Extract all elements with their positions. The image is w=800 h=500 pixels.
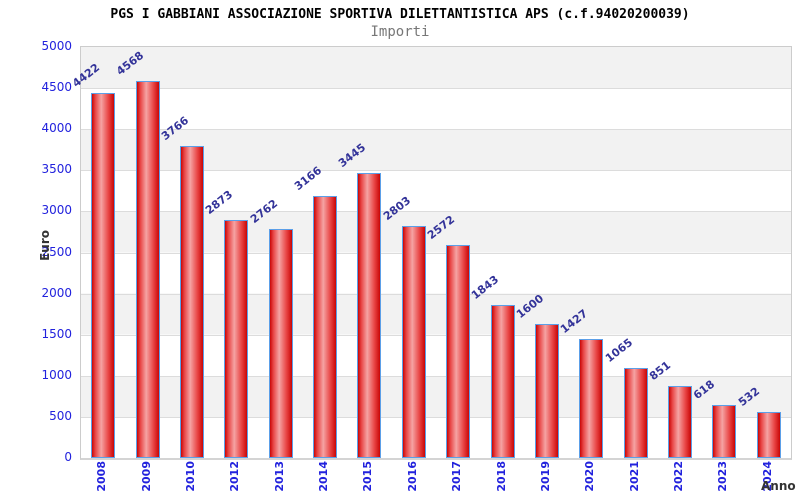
y-axis-tick-label: 1500 (41, 326, 72, 341)
x-axis-tick-label: 2019 (538, 461, 552, 492)
x-axis: 2008 2009 2010 2012 2013 2014 2015 2016 2017 2018… (80, 461, 790, 500)
gridline (81, 334, 791, 336)
bar-2014 (313, 195, 338, 458)
y-axis-tick-label: 4000 (41, 121, 72, 136)
y-axis-tick-label: 1000 (41, 367, 72, 382)
bar-slot-2020: 1427 (558, 47, 613, 458)
bar-slot-2013: 2762 (247, 47, 303, 458)
gridline (81, 375, 791, 377)
plot-area: 4422 4568 3766 2873 2762 3166 3445 2803 2572 1843… (70, 46, 792, 460)
y-axis-tick-label: 3500 (41, 162, 72, 177)
bar-slot-2009: 4568 (114, 47, 169, 458)
bar-2017 (446, 244, 471, 458)
x-axis-tick-label: 2013 (272, 461, 286, 492)
gridline (81, 170, 791, 172)
x-axis-tick-label: 2023 (716, 461, 730, 492)
bar-slot-2008: 4422 (70, 47, 125, 458)
bar-slot-2012: 2873 (203, 47, 258, 458)
bar-slot-2017: 2572 (425, 47, 480, 458)
bar-2010 (179, 146, 204, 458)
bar-2022 (668, 386, 693, 458)
gridline (81, 129, 791, 131)
bar-2023 (712, 405, 737, 458)
bar-slot-2023: 618 (691, 47, 746, 458)
y-axis-tick-label: 2000 (41, 285, 72, 300)
x-axis-tick-label: 2009 (139, 461, 153, 492)
y-axis: 0 500 1000 1500 2000 2500 3000 3500 4000 4500 5000 (0, 39, 72, 464)
x-axis-tick-label: 2022 (672, 461, 686, 492)
chart-subtitle: Importi (370, 24, 430, 40)
x-axis-tick-label: 2017 (450, 461, 464, 492)
x-axis-tick-label: 2008 (95, 461, 109, 492)
bar-slot-2014: 3166 (292, 47, 347, 458)
bar-value-label: 4422 (69, 60, 103, 90)
bar-slot-2016: 2803 (381, 47, 436, 458)
y-axis-tick-label: 3000 (41, 203, 72, 218)
gridline (81, 211, 791, 213)
bar-2008 (91, 92, 116, 458)
y-axis-tick-label: 0 (64, 450, 72, 464)
bar-slot-2015: 3445 (336, 47, 391, 458)
bar-slot-2019: 1600 (514, 47, 569, 458)
x-axis-title: Anno (761, 479, 796, 493)
bar-2021 (623, 368, 648, 458)
gridline (81, 252, 791, 254)
gridline (81, 293, 791, 295)
chart-title: PGS I GABBIANI ASSOCIAZIONE SPORTIVA DIL… (110, 7, 690, 22)
bar-2012 (224, 219, 249, 458)
bar-2016 (401, 225, 426, 458)
bar-2019 (534, 324, 559, 458)
bar-2013 (268, 228, 293, 458)
bar-2024 (756, 412, 781, 458)
gridline (81, 416, 791, 418)
x-axis-tick-label: 2018 (494, 461, 508, 492)
x-axis-tick-label: 2016 (405, 461, 419, 492)
x-axis-tick-label: 2020 (583, 461, 597, 492)
gridline (81, 88, 791, 90)
bar-slot-2021: 1065 (602, 47, 658, 458)
bar-2015 (357, 172, 382, 458)
bar-2018 (490, 304, 515, 458)
x-axis-tick-label: 2014 (317, 461, 331, 492)
bar-slot-2018: 1843 (469, 47, 524, 458)
x-axis-tick-label: 2015 (361, 461, 375, 492)
y-axis-tick-label: 5000 (41, 39, 72, 53)
y-axis-tick-label: 2500 (41, 244, 72, 259)
x-axis-tick-label: 2010 (183, 461, 197, 492)
bar-slot-2010: 3766 (159, 47, 214, 458)
y-axis-tick-label: 4500 (41, 80, 72, 95)
x-axis-tick-label: 2012 (228, 461, 242, 492)
bar-2009 (135, 80, 160, 458)
y-axis-title: Euro (38, 230, 52, 261)
bar-slot-2022: 851 (647, 47, 702, 458)
x-axis-tick-label: 2021 (627, 461, 641, 492)
bar-2020 (579, 338, 604, 458)
y-axis-tick-label: 500 (49, 408, 72, 423)
bar-slot-2024: 532 (736, 47, 791, 458)
